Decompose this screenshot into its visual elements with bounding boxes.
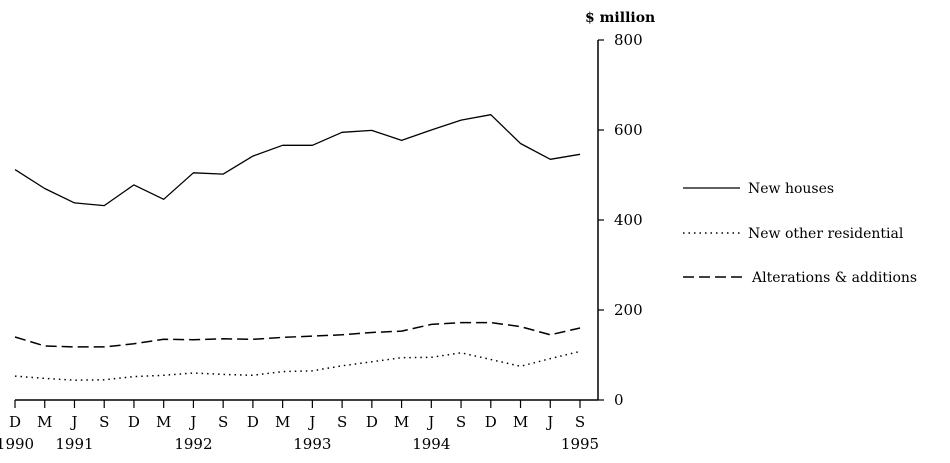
y-tick-label: 800 — [614, 31, 643, 49]
y-tick-label: 0 — [614, 391, 624, 409]
x-tick-label: S — [337, 413, 347, 431]
legend-label-new-houses: New houses — [748, 181, 834, 197]
y-axis-unit-label: $ million — [585, 10, 655, 26]
x-tick-label: S — [456, 413, 466, 431]
x-tick-label: M — [156, 413, 171, 431]
x-tick-label: S — [99, 413, 109, 431]
x-tick-label: D — [247, 413, 259, 431]
x-year-label: 1993 — [293, 435, 331, 453]
x-tick-label: M — [394, 413, 409, 431]
legend: New houses New other residential Alterat… — [683, 181, 917, 286]
y-tick-label: 400 — [614, 211, 643, 229]
y-tick-label: 200 — [614, 301, 643, 319]
x-tick-label: J — [545, 413, 553, 431]
series-line-alterations-additions — [14, 321, 581, 348]
x-year-label: 1991 — [55, 435, 93, 453]
x-year-label: 1992 — [174, 435, 212, 453]
x-tick-label: M — [275, 413, 290, 431]
x-tick-label: M — [37, 413, 52, 431]
x-tick-label: D — [485, 413, 497, 431]
x-tick-label: D — [128, 413, 140, 431]
x-tick-label: J — [69, 413, 77, 431]
legend-label-alterations-additions: Alterations & additions — [751, 270, 917, 286]
x-year-label: 1994 — [412, 435, 450, 453]
x-year-label: 1995 — [561, 435, 599, 453]
x-tick-label: D — [9, 413, 21, 431]
y-tick-layer: 0 200 400 600 800 — [598, 31, 643, 409]
legend-label-new-other-residential: New other residential — [748, 226, 904, 242]
x-tick-label: J — [188, 413, 196, 431]
x-year-label: 1990 — [0, 435, 34, 453]
x-tick-label: D — [366, 413, 378, 431]
x-tick-label: S — [575, 413, 585, 431]
x-tick-label: J — [426, 413, 434, 431]
x-tick-label: S — [218, 413, 228, 431]
y-tick-label: 600 — [614, 121, 643, 139]
series-line-new-other-residential — [14, 350, 581, 381]
x-tick-label: M — [513, 413, 528, 431]
series-layer — [14, 114, 581, 381]
series-line-new-houses — [14, 114, 581, 207]
x-tick-label: J — [307, 413, 315, 431]
